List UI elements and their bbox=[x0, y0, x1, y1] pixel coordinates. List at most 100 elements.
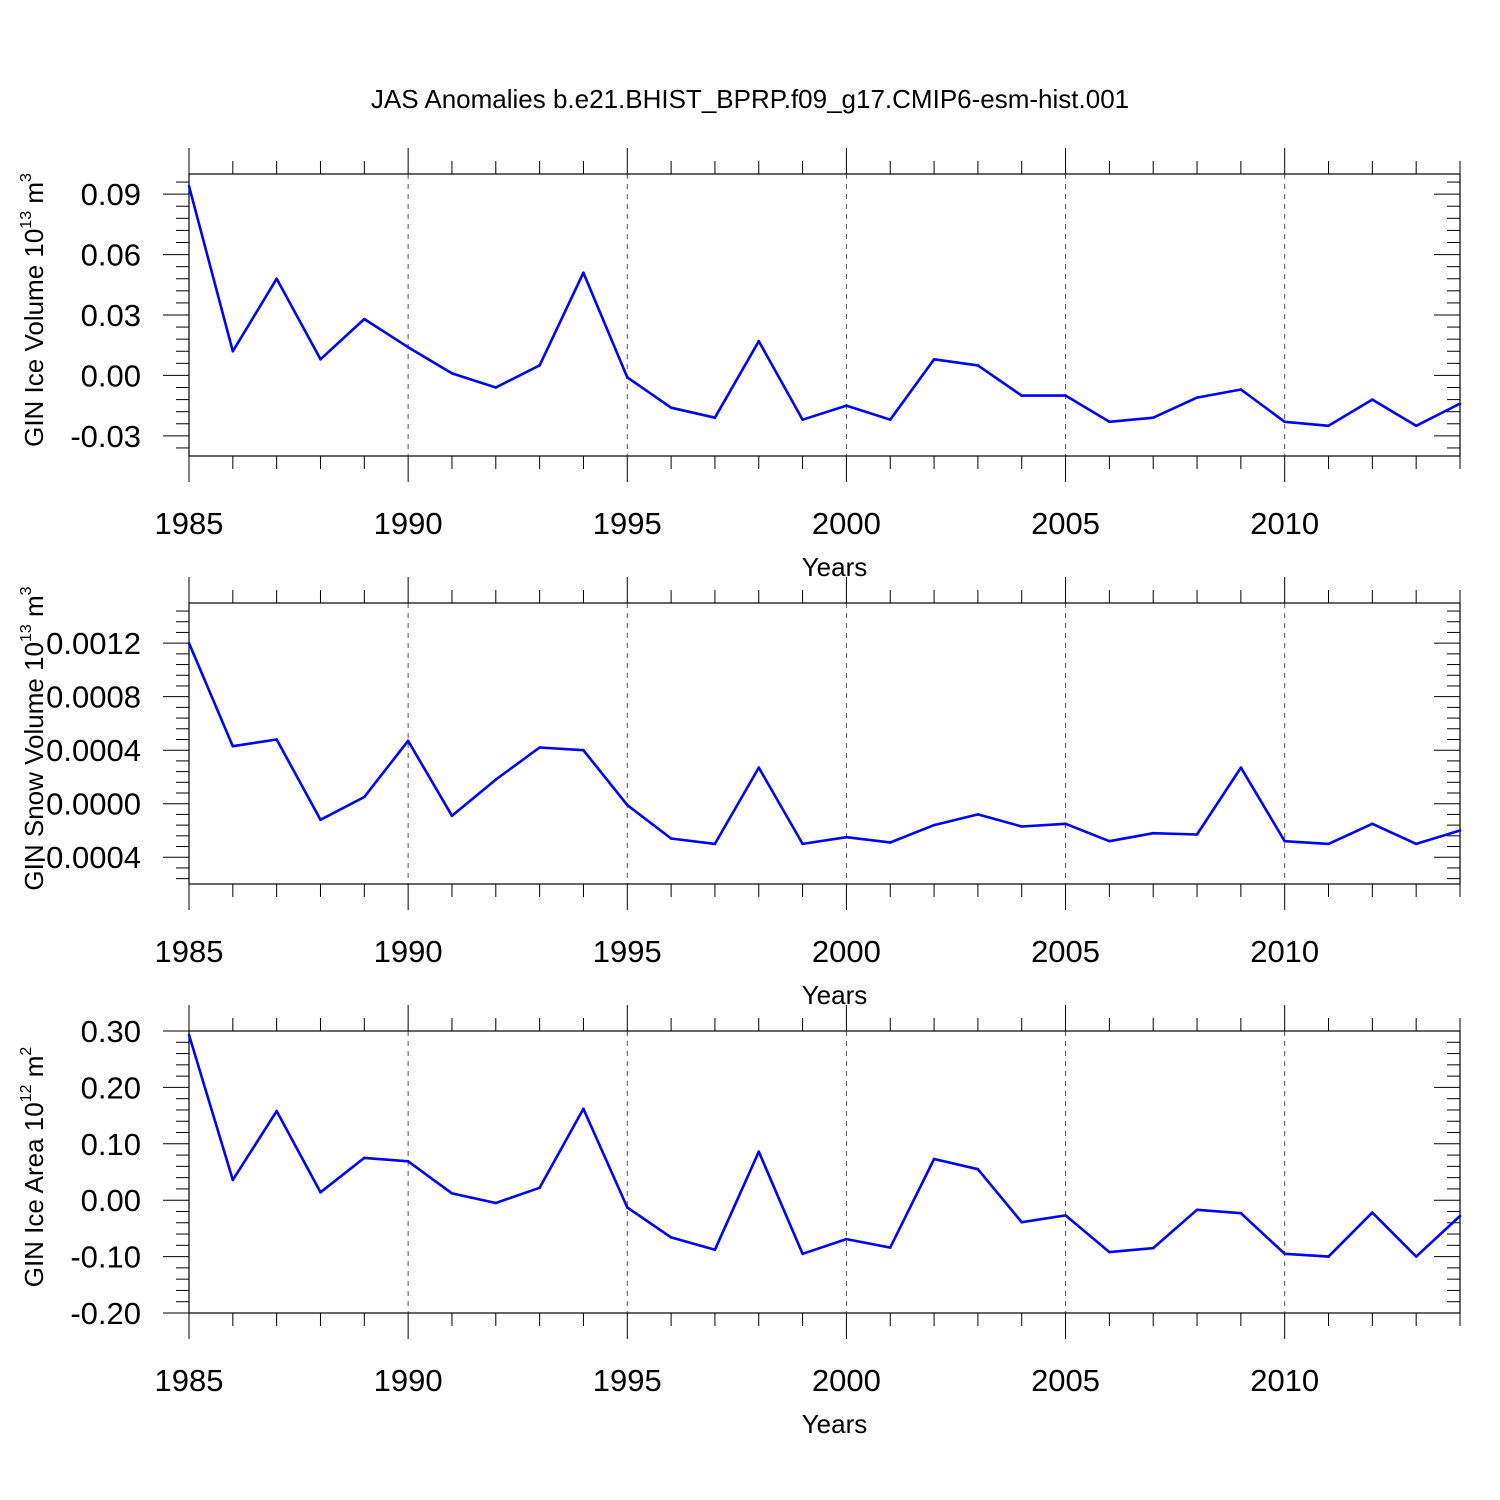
y-tick-label: 0.0012 bbox=[46, 626, 141, 661]
data-point bbox=[757, 766, 761, 769]
data-point bbox=[1151, 416, 1155, 420]
x-tick-label: 1990 bbox=[374, 506, 443, 541]
panel-ice-area: -0.20 -0.10 0.00 0.10 0.20 0.30 1985 1990 1995 20… bbox=[18, 1005, 1462, 1439]
data-point bbox=[1458, 402, 1462, 405]
data-point bbox=[406, 345, 410, 349]
data-point bbox=[669, 1236, 673, 1239]
data-point bbox=[625, 1206, 629, 1209]
data-point bbox=[757, 1150, 761, 1153]
data-point bbox=[1283, 1252, 1286, 1256]
panel-ice-volume: -0.03 0.00 0.03 0.06 0.09 1985 1990 1995 2000 200… bbox=[18, 148, 1462, 582]
data-point bbox=[450, 1192, 454, 1195]
data-point bbox=[1414, 842, 1418, 846]
y-tick-label: -0.20 bbox=[70, 1296, 141, 1331]
data-point bbox=[363, 1156, 366, 1160]
y-tick-label: -0.0004 bbox=[36, 840, 141, 875]
data-point bbox=[669, 406, 673, 409]
y-axis-label: GIN Ice Volume 1013 m3 bbox=[18, 173, 49, 447]
y-axis-label-text: m bbox=[19, 595, 49, 624]
data-point bbox=[1108, 1250, 1111, 1254]
y-axis-label-text: GIN Ice Area 10 bbox=[19, 1102, 49, 1287]
x-tick-label: 1990 bbox=[374, 1363, 443, 1398]
y-tick-label: -0.03 bbox=[70, 419, 141, 454]
data-point bbox=[1108, 420, 1111, 424]
y-axis-label-superscript: 13 bbox=[18, 211, 35, 229]
y-tick-label: 0.00 bbox=[81, 358, 141, 393]
data-point bbox=[625, 803, 629, 807]
data-point bbox=[1195, 1208, 1199, 1212]
x-tick-label: 2010 bbox=[1250, 1363, 1319, 1398]
x-tick-label: 2005 bbox=[1031, 1363, 1100, 1398]
y-axis-label-superscript: 3 bbox=[18, 586, 35, 595]
data-point bbox=[932, 823, 936, 827]
data-point bbox=[494, 1201, 498, 1205]
data-point bbox=[275, 277, 278, 281]
data-point bbox=[801, 1252, 804, 1256]
data-point bbox=[1283, 839, 1286, 843]
x-tick-label: 2000 bbox=[812, 506, 881, 541]
data-point bbox=[319, 1191, 322, 1194]
y-tick-label: 0.0008 bbox=[46, 680, 141, 715]
data-point bbox=[1020, 1220, 1024, 1224]
data-point bbox=[888, 418, 892, 422]
data-point bbox=[888, 841, 892, 844]
data-point bbox=[1371, 822, 1374, 826]
data-point bbox=[538, 746, 541, 749]
data-point bbox=[932, 1157, 936, 1161]
y-tick-label: -0.10 bbox=[70, 1240, 141, 1275]
y-tick-label: 0.06 bbox=[81, 238, 141, 273]
data-point bbox=[1064, 822, 1067, 826]
data-point bbox=[1195, 833, 1199, 836]
data-point bbox=[976, 364, 980, 367]
x-tick-label: 1995 bbox=[593, 934, 662, 969]
data-point bbox=[538, 1186, 541, 1190]
data-point bbox=[1458, 1214, 1462, 1218]
y-axis-label-text: GIN Ice Volume 10 bbox=[19, 229, 49, 447]
data-point bbox=[494, 778, 498, 781]
x-tick-label: 1990 bbox=[374, 934, 443, 969]
data-point bbox=[450, 372, 454, 375]
data-point bbox=[1195, 396, 1199, 399]
data-point bbox=[976, 1167, 980, 1171]
data-point bbox=[275, 1109, 278, 1113]
data-point bbox=[1239, 766, 1243, 769]
data-point bbox=[1239, 1211, 1243, 1215]
data-point bbox=[1414, 1255, 1418, 1258]
x-tick-label: 2000 bbox=[812, 934, 881, 969]
data-point bbox=[1239, 388, 1243, 391]
data-point bbox=[363, 317, 366, 321]
y-axis-label-superscript: 12 bbox=[18, 1084, 35, 1102]
data-point bbox=[888, 1246, 892, 1249]
data-point bbox=[406, 1159, 410, 1163]
data-point bbox=[713, 416, 717, 420]
data-point bbox=[319, 818, 322, 822]
y-axis-label-text: m bbox=[19, 182, 49, 211]
y-tick-label: 0.30 bbox=[81, 1014, 141, 1049]
x-tick-label: 2005 bbox=[1031, 506, 1100, 541]
data-point bbox=[187, 1033, 191, 1037]
data-point bbox=[1151, 1246, 1155, 1250]
x-tick-label: 1995 bbox=[593, 506, 662, 541]
y-tick-label: 0.09 bbox=[81, 177, 141, 212]
data-point bbox=[363, 795, 366, 799]
x-axis-label: Years bbox=[802, 980, 868, 1010]
data-point bbox=[669, 837, 673, 840]
data-point bbox=[845, 835, 848, 839]
data-point bbox=[275, 738, 278, 741]
plot-frame bbox=[188, 602, 1461, 885]
data-point bbox=[1020, 825, 1024, 828]
series-line bbox=[187, 642, 1461, 846]
x-tick-label: 1985 bbox=[155, 506, 224, 541]
data-point bbox=[1064, 1214, 1067, 1217]
data-point bbox=[713, 842, 717, 846]
data-point bbox=[1327, 842, 1330, 846]
data-point bbox=[625, 376, 629, 379]
data-point bbox=[1327, 424, 1330, 428]
x-tick-label: 2010 bbox=[1250, 506, 1319, 541]
plot-frame bbox=[188, 1030, 1461, 1314]
data-point bbox=[538, 364, 541, 367]
series-line bbox=[187, 1034, 1461, 1258]
data-point bbox=[494, 386, 498, 389]
x-axis-label: Years bbox=[802, 1409, 868, 1439]
